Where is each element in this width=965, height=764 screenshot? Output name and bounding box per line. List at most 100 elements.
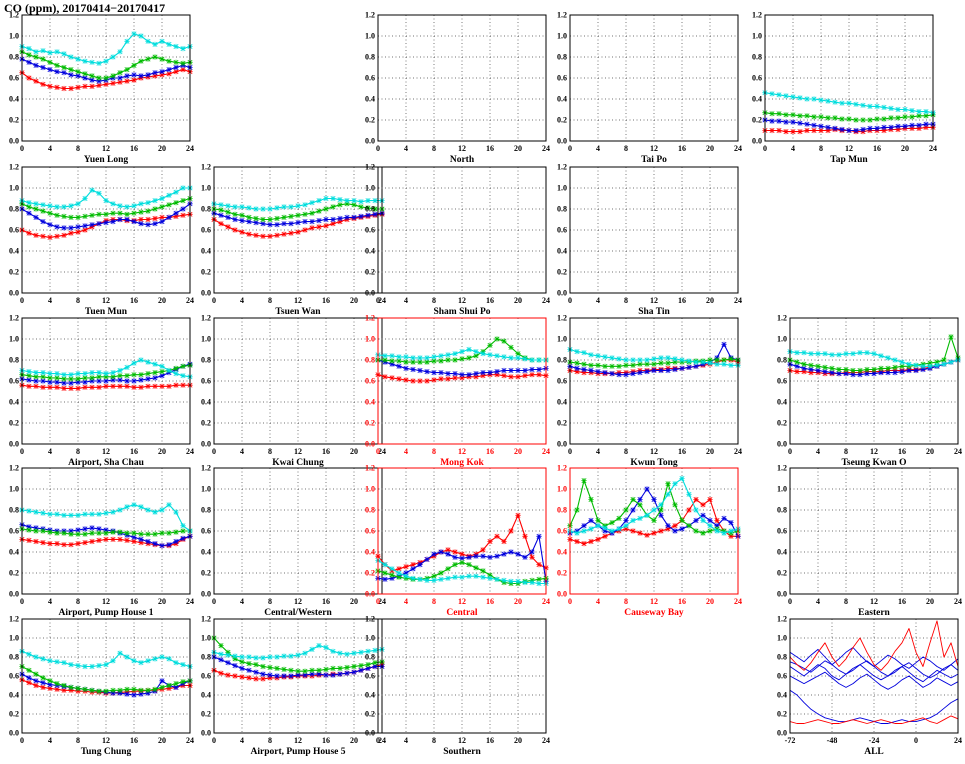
svg-text:0: 0	[568, 144, 572, 153]
svg-text:0.2: 0.2	[557, 268, 567, 277]
svg-text:4: 4	[240, 597, 244, 606]
svg-text:0.6: 0.6	[9, 226, 19, 235]
svg-text:1.2: 1.2	[201, 615, 211, 624]
svg-text:4: 4	[596, 597, 600, 606]
axis-labels: 0.0 0.2 0.4 0.6 0.8 1.0 1.2 0 4 8 12 16 20 24	[365, 11, 550, 154]
plot-frame	[764, 14, 934, 142]
svg-text:4: 4	[48, 736, 52, 745]
svg-text:0.2: 0.2	[201, 710, 211, 719]
svg-text:8: 8	[844, 447, 848, 456]
svg-text:1.2: 1.2	[557, 11, 567, 20]
svg-text:20: 20	[514, 597, 522, 606]
svg-text:20: 20	[706, 296, 714, 305]
svg-text:1.0: 1.0	[9, 335, 19, 344]
plot-frame	[569, 166, 739, 294]
svg-text:12: 12	[294, 597, 302, 606]
svg-text:1.0: 1.0	[365, 32, 375, 41]
svg-text:1.2: 1.2	[752, 11, 762, 20]
svg-text:0: 0	[376, 447, 380, 456]
axis-labels: 0.0 0.2 0.4 0.6 0.8 1.0 1.2 0 4 8 12 16 20 24	[365, 314, 550, 457]
svg-text:0.8: 0.8	[9, 356, 19, 365]
svg-text:1.2: 1.2	[365, 615, 375, 624]
svg-text:12: 12	[845, 144, 853, 153]
chart-title: Central	[446, 608, 477, 618]
grid-lines	[570, 167, 738, 293]
svg-text:1.2: 1.2	[9, 464, 19, 473]
series-line-cyan	[21, 187, 190, 208]
chart-sha-tin: 0.0 0.2 0.4 0.6 0.8 1.0 1.2 0 4 8 12 16 20 24 Sha Tin	[546, 161, 748, 324]
plot-frame	[377, 618, 547, 734]
plot-frame	[789, 317, 959, 445]
svg-text:0: 0	[376, 736, 380, 745]
svg-text:0.0: 0.0	[557, 440, 567, 449]
svg-text:0.4: 0.4	[9, 691, 19, 700]
chart-title: Yuen Long	[84, 155, 129, 165]
svg-text:20: 20	[158, 296, 166, 305]
chart-title: Central/Western	[264, 608, 332, 618]
axis-labels: 0.0 0.2 0.4 0.6 0.8 1.0 1.2 0 4 8 12 16 20 24	[201, 615, 386, 746]
svg-text:0: 0	[20, 447, 24, 456]
axis-labels: 0.0 0.2 0.4 0.6 0.8 1.0 1.2 0 4 8 12 16 20 24	[365, 615, 550, 746]
chart-north: 0.0 0.2 0.4 0.6 0.8 1.0 1.2 0 4 8 12 16 20 24 North	[354, 9, 556, 172]
svg-text:0.6: 0.6	[365, 226, 375, 235]
svg-text:0.4: 0.4	[201, 247, 211, 256]
chart-tseung-kwan-o: 0.0 0.2 0.4 0.6 0.8 1.0 1.2 0 4 8 12 16 20 24 Tseung K…	[766, 312, 965, 475]
svg-text:8: 8	[624, 447, 628, 456]
svg-text:1.2: 1.2	[201, 314, 211, 323]
axis-labels: 0.0 0.2 0.4 0.6 0.8 1.0 1.2 0 4 8 12 16 20 24	[777, 464, 962, 607]
chart-title: North	[450, 155, 475, 165]
figure-title: CO (ppm), 20170414−20170417	[4, 1, 166, 15]
svg-text:0.6: 0.6	[557, 377, 567, 386]
svg-text:16: 16	[678, 447, 686, 456]
axis-labels: 0.0 0.2 0.4 0.6 0.8 1.0 1.2 0 4 8 12 16 20 24	[201, 464, 386, 607]
svg-text:1.0: 1.0	[9, 184, 19, 193]
svg-text:8: 8	[76, 144, 80, 153]
svg-text:0.4: 0.4	[752, 95, 762, 104]
svg-text:4: 4	[48, 447, 52, 456]
svg-text:0.0: 0.0	[752, 137, 762, 146]
chart-canvas: 0.0 0.2 0.4 0.6 0.8 1.0 1.2 -72 -48 -24 0 24 ALL	[777, 615, 962, 758]
svg-text:0: 0	[568, 597, 572, 606]
svg-text:8: 8	[268, 597, 272, 606]
chart-canvas: 0.0 0.2 0.4 0.6 0.8 1.0 1.2 0 4 8 12 16 20 24 Central	[365, 464, 550, 619]
svg-text:8: 8	[76, 447, 80, 456]
svg-text:1.0: 1.0	[557, 335, 567, 344]
svg-text:1.0: 1.0	[777, 335, 787, 344]
svg-text:0.8: 0.8	[201, 653, 211, 662]
svg-text:1.0: 1.0	[777, 634, 787, 643]
svg-text:0: 0	[914, 736, 918, 745]
svg-text:1.0: 1.0	[365, 485, 375, 494]
svg-text:24: 24	[378, 736, 386, 745]
svg-text:8: 8	[432, 144, 436, 153]
svg-text:0.4: 0.4	[365, 398, 375, 407]
svg-text:24: 24	[542, 447, 550, 456]
svg-text:20: 20	[706, 597, 714, 606]
svg-text:1.2: 1.2	[9, 615, 19, 624]
svg-text:0: 0	[20, 144, 24, 153]
svg-text:0.4: 0.4	[777, 691, 787, 700]
svg-text:0.8: 0.8	[9, 205, 19, 214]
plot-frame	[789, 467, 959, 595]
chart-title: Eastern	[858, 608, 890, 618]
svg-text:0.0: 0.0	[557, 289, 567, 298]
grid-lines	[790, 468, 958, 594]
chart-canvas: 0.0 0.2 0.4 0.6 0.8 1.0 1.2 0 4 8 12 16 20 24 Yuen Lon…	[9, 11, 194, 166]
svg-text:8: 8	[624, 296, 628, 305]
svg-text:24: 24	[542, 296, 550, 305]
svg-text:1.2: 1.2	[557, 163, 567, 172]
svg-text:0.4: 0.4	[557, 398, 567, 407]
svg-text:0.2: 0.2	[365, 419, 375, 428]
plot-frame	[569, 467, 739, 595]
svg-text:0: 0	[788, 447, 792, 456]
series-line-red-1	[789, 620, 959, 671]
svg-text:12: 12	[650, 144, 658, 153]
svg-text:12: 12	[102, 296, 110, 305]
plot-frame	[789, 618, 959, 734]
svg-text:12: 12	[102, 597, 110, 606]
chart-title: Kwai Chung	[272, 458, 324, 468]
svg-text:0.4: 0.4	[557, 247, 567, 256]
svg-text:12: 12	[650, 447, 658, 456]
svg-text:12: 12	[294, 447, 302, 456]
svg-text:20: 20	[158, 597, 166, 606]
svg-text:0.6: 0.6	[557, 527, 567, 536]
